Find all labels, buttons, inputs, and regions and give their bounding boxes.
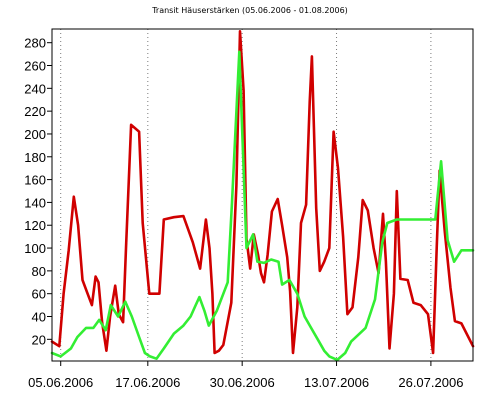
y-tick-label: 100 [24, 241, 46, 256]
y-tick-label: 80 [32, 264, 46, 279]
x-tick-label: 05.06.2006 [28, 375, 93, 390]
y-tick-label: 140 [24, 195, 46, 210]
series-green-line [50, 50, 475, 362]
series-red-line [50, 29, 475, 355]
y-tick-label: 180 [24, 150, 46, 165]
y-tick-label: 20 [32, 332, 46, 347]
y-tick-label: 280 [24, 36, 46, 51]
y-tick-label: 220 [24, 104, 46, 119]
x-tick-label: 17.06.2006 [115, 375, 180, 390]
chart-title: Transit Häuserstärken (05.06.2006 - 01.0… [152, 6, 348, 15]
y-tick-label: 60 [32, 287, 46, 302]
plot-frame [51, 28, 474, 362]
y-tick-label: 120 [24, 218, 46, 233]
series-layer [50, 29, 475, 362]
y-tick-label: 240 [24, 81, 46, 96]
x-tick-label: 30.06.2006 [210, 375, 275, 390]
y-tick-label: 160 [24, 173, 46, 188]
axis-layer: 05.06.2006 17.06.2006 30.06.2006 13.07.2006… [24, 36, 463, 390]
y-tick-label: 260 [24, 59, 46, 74]
y-tick-label: 40 [32, 310, 46, 325]
x-tick-label: 13.07.2006 [304, 375, 369, 390]
grid-layer [60, 29, 432, 361]
x-tick-label: 26.07.2006 [398, 375, 463, 390]
y-tick-label: 200 [24, 127, 46, 142]
